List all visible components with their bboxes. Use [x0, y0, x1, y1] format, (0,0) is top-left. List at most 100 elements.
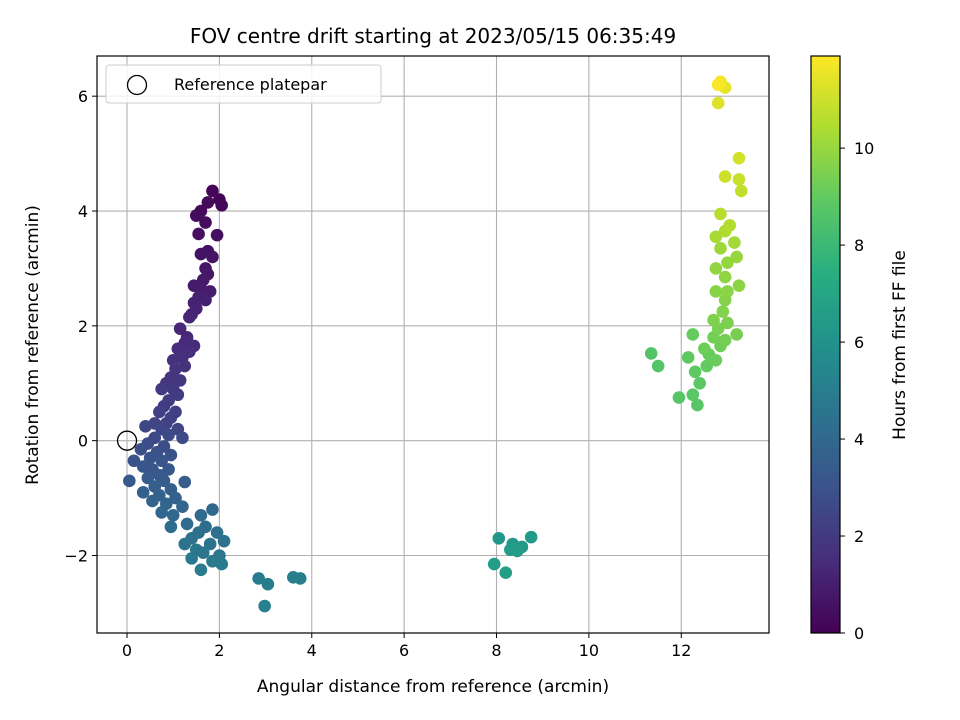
data-point: [176, 431, 189, 445]
axis-ticks: 0 2 4 6 8 10 12 −2 0 2 4 6: [64, 87, 691, 660]
x-tick-label: 4: [307, 641, 317, 660]
colorbar: 0 2 4 6 8 10 Hours from first FF file: [810, 55, 910, 643]
y-tick-label: 2: [78, 317, 88, 336]
data-point: [492, 531, 506, 545]
data-point: [215, 198, 229, 212]
data-point: [189, 209, 203, 222]
colorbar-tick-label: 2: [854, 527, 864, 546]
data-point: [164, 520, 178, 534]
data-point: [123, 474, 136, 488]
data-point: [730, 328, 743, 341]
y-tick-label: 0: [78, 432, 88, 451]
y-tick-label: 4: [78, 202, 88, 221]
data-point: [681, 351, 695, 364]
data-point: [196, 546, 210, 559]
x-tick-label: 12: [671, 641, 691, 660]
data-point: [206, 250, 219, 264]
data-point: [686, 388, 700, 402]
x-tick-label: 6: [399, 641, 409, 660]
data-point: [487, 557, 501, 571]
legend-box: [105, 64, 382, 104]
data-point: [252, 572, 265, 585]
data-point: [709, 230, 723, 244]
data-point: [707, 313, 720, 327]
data-point: [711, 78, 725, 92]
data-point: [153, 405, 166, 419]
reference-platepar-marker: [116, 430, 138, 451]
data-point: [709, 353, 723, 367]
data-point: [644, 347, 658, 360]
data-point: [199, 216, 212, 229]
x-tick-label: 0: [122, 641, 132, 660]
data-point: [192, 227, 205, 241]
data-point: [700, 359, 713, 373]
data-point: [155, 382, 168, 396]
data-point: [258, 599, 271, 613]
data-point: [510, 544, 524, 558]
colorbar-tick-label: 6: [854, 333, 864, 352]
data-point: [261, 577, 275, 591]
data-point: [732, 173, 746, 186]
data-point: [732, 151, 746, 165]
data-point: [651, 359, 665, 373]
data-point: [176, 500, 189, 513]
data-point: [178, 475, 192, 489]
data-point: [732, 279, 746, 292]
data-point: [210, 228, 224, 242]
data-point: [718, 333, 732, 347]
data-point: [217, 534, 231, 548]
data-point: [206, 184, 219, 198]
x-tick-label: 8: [491, 641, 501, 660]
data-point: [524, 530, 538, 544]
colorbar-label: Hours from first FF file: [890, 250, 910, 440]
data-point: [199, 293, 212, 307]
data-point: [143, 451, 157, 465]
colorbar-tick-label: 8: [854, 236, 864, 255]
data-point: [499, 566, 513, 580]
data-point: [693, 376, 707, 390]
data-point: [169, 491, 182, 505]
scatter-points: [123, 75, 748, 613]
data-point: [194, 509, 208, 522]
chart-title: FOV centre drift starting at 2023/05/15 …: [190, 24, 676, 48]
data-point: [194, 247, 208, 261]
data-point: [215, 557, 229, 571]
data-point: [206, 503, 219, 516]
colorbar-tick-label: 10: [854, 139, 874, 158]
plot-frame: [96, 55, 770, 634]
data-point: [730, 250, 743, 264]
data-point: [721, 256, 734, 269]
x-tick-label: 2: [214, 641, 224, 660]
data-point: [162, 463, 175, 476]
x-axis-label: Angular distance from reference (arcmin): [257, 677, 609, 697]
data-point: [141, 471, 155, 485]
data-point: [686, 328, 700, 341]
data-point: [173, 322, 187, 336]
legend-marker: [126, 74, 148, 96]
data-point: [203, 537, 217, 551]
data-point: [709, 285, 723, 298]
data-point: [714, 242, 727, 255]
colorbar-gradient: [811, 56, 840, 633]
data-point: [183, 310, 196, 324]
legend-label: Reference platepar: [174, 75, 327, 94]
data-point: [718, 170, 732, 183]
data-point: [672, 391, 686, 404]
data-point: [721, 285, 734, 298]
data-point: [173, 374, 187, 387]
colorbar-frame: [810, 55, 841, 634]
data-point: [146, 494, 159, 508]
data-point: [201, 196, 215, 209]
y-axis-label: Rotation from reference (arcmin): [23, 205, 43, 485]
legend: Reference platepar: [105, 64, 382, 104]
data-point: [716, 305, 730, 318]
data-point: [157, 474, 171, 488]
data-point: [691, 398, 704, 412]
data-point: [134, 442, 148, 456]
y-tick-label: −2: [64, 546, 88, 565]
y-tick-label: 6: [78, 87, 88, 106]
data-point: [728, 236, 741, 249]
data-point: [721, 316, 734, 330]
data-point: [162, 428, 175, 442]
